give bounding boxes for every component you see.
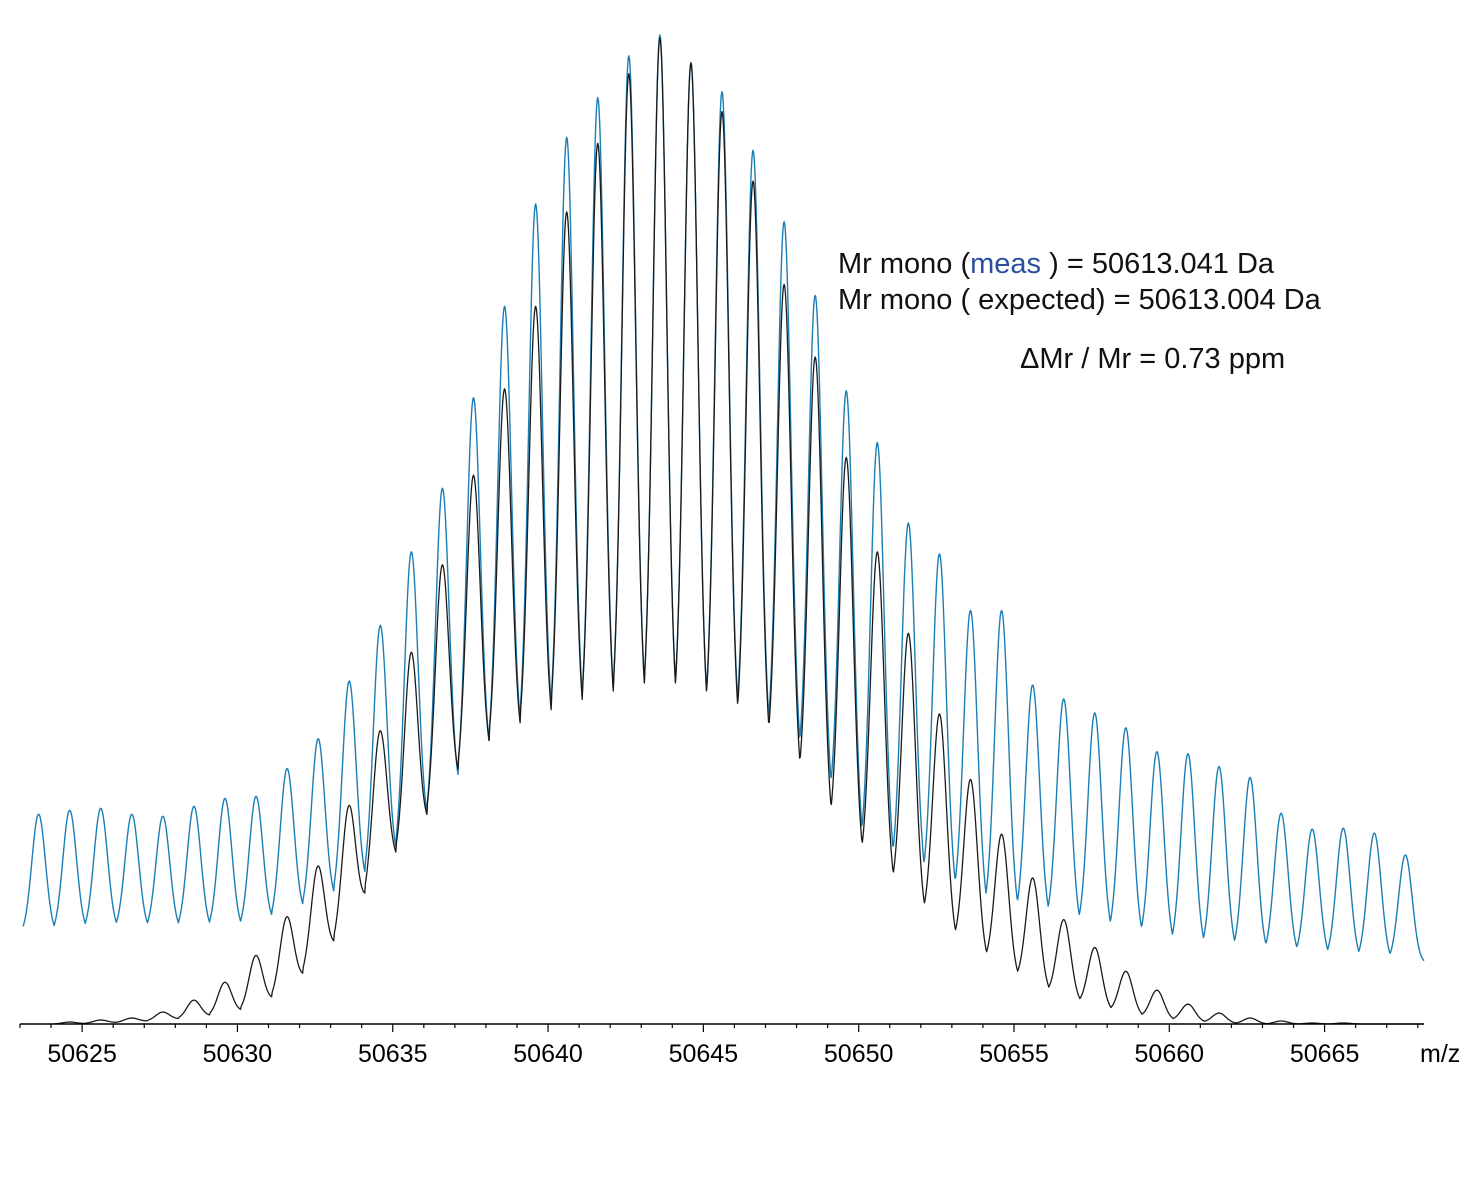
x-tick-label: 50660 <box>1135 1040 1205 1068</box>
x-tick-label: 50665 <box>1290 1040 1360 1068</box>
annotation-measured-prefix: Mr mono ( <box>838 248 971 280</box>
annotation-measured-mass: Mr mono (meas ) = 50613.041 Da <box>838 250 1274 279</box>
x-axis-label: m/z <box>1420 1040 1460 1068</box>
series-layer <box>22 34 1425 1025</box>
x-tick-label: 50635 <box>358 1040 428 1068</box>
simulated-isotope-series-line <box>22 34 1425 962</box>
x-tick-label: 50655 <box>979 1040 1049 1068</box>
annotation-expected-mass: Mr mono ( expected) = 50613.004 Da <box>838 284 1321 316</box>
x-tick-label: 50650 <box>824 1040 894 1068</box>
annotation-measured-highlight: meas <box>970 248 1042 280</box>
x-tick-label: 50645 <box>669 1040 739 1068</box>
measured-isotope-series-line <box>54 37 1425 1025</box>
x-axis-ticks: 50625 50630 50635 50640 50645 50650 50655 50660… <box>19 1024 1419 1068</box>
annotation-measured-suffix: ) = 50613.041 Da <box>1041 248 1275 280</box>
x-axis: 50625 50630 50635 50640 50645 50650 50655 50660… <box>19 1023 1460 1068</box>
x-tick-label: 50625 <box>47 1040 117 1068</box>
x-tick-label: 50640 <box>513 1040 583 1068</box>
annotation-mass-error: ΔMr / Mr = 0.73 ppm <box>1020 343 1286 375</box>
x-tick-label: 50630 <box>203 1040 273 1068</box>
